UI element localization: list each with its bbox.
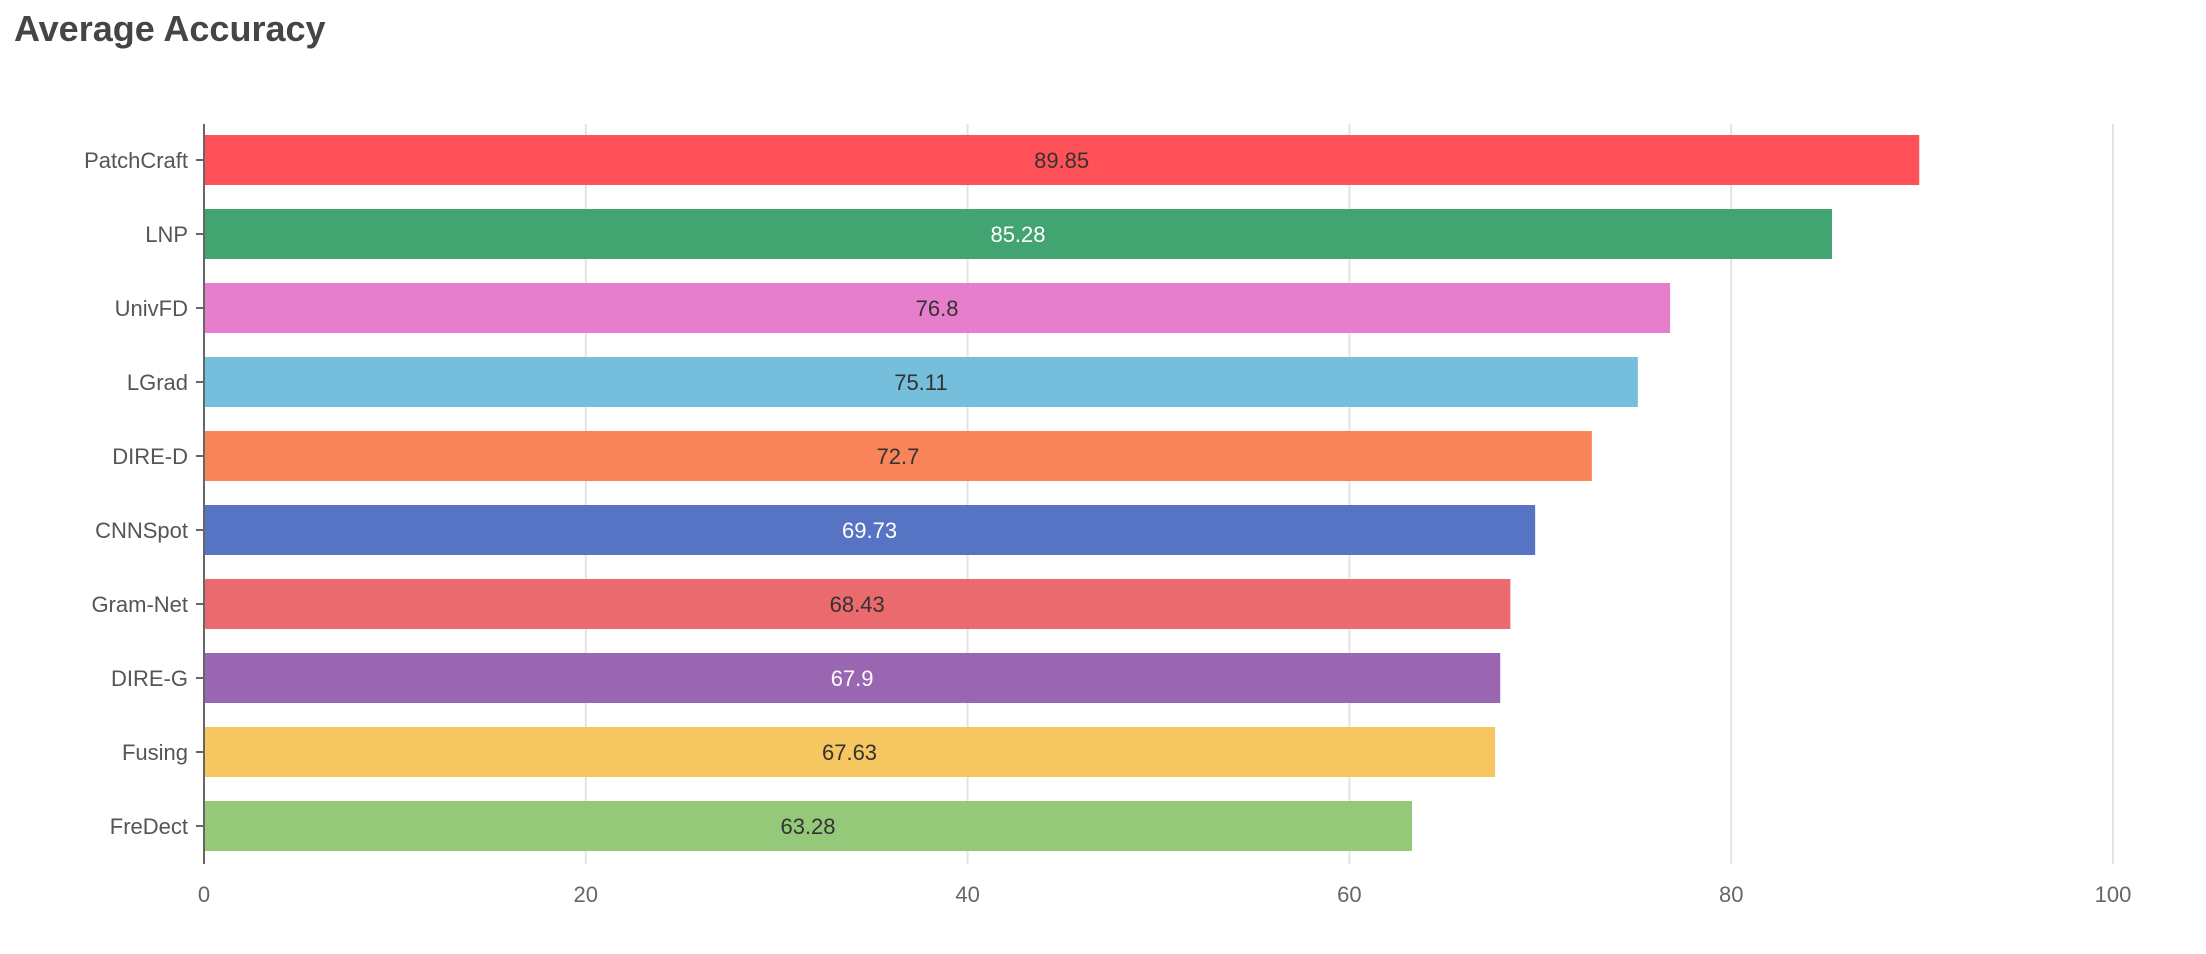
category-label: DIRE-D [112, 444, 188, 469]
category-label: FreDect [110, 814, 188, 839]
bar [204, 505, 1536, 555]
category-label: DIRE-G [111, 666, 188, 691]
category-label: PatchCraft [84, 148, 188, 173]
data-label: 72.7 [877, 444, 920, 469]
x-tick-label: 40 [955, 882, 979, 907]
data-label: 75.11 [894, 370, 947, 395]
category-label: LNP [145, 222, 188, 247]
data-label: 76.8 [916, 296, 959, 321]
x-tick-label: 80 [1719, 882, 1743, 907]
category-label: CNNSpot [95, 518, 188, 543]
bar [204, 209, 1832, 259]
bar [204, 653, 1501, 703]
bar [204, 431, 1592, 481]
category-label: UnivFD [115, 296, 188, 321]
bar [204, 283, 1671, 333]
bars [204, 135, 1920, 851]
bar [204, 727, 1496, 777]
x-axis: 0 20 40 60 80 100 [198, 882, 2131, 907]
x-tick-label: 0 [198, 882, 210, 907]
category-label: Fusing [122, 740, 188, 765]
data-labels: 89.85 85.28 76.8 75.11 72.7 69.73 68.43 67.9 67.… [780, 148, 1089, 839]
y-axis: PatchCraft LNP UnivFD LGrad DIRE-D CNNSpot Gra… [84, 124, 205, 864]
data-label: 85.28 [990, 222, 1045, 247]
data-label: 67.9 [831, 666, 874, 691]
x-tick-label: 60 [1337, 882, 1361, 907]
category-label: LGrad [127, 370, 188, 395]
data-label: 69.73 [842, 518, 897, 543]
bar [204, 135, 1920, 185]
x-tick-label: 100 [2095, 882, 2132, 907]
data-label: 68.43 [830, 592, 885, 617]
data-label: 63.28 [780, 814, 835, 839]
chart-title: Average Accuracy [14, 8, 326, 49]
data-label: 89.85 [1034, 148, 1089, 173]
bar [204, 357, 1638, 407]
x-tick-label: 20 [574, 882, 598, 907]
bar [204, 801, 1413, 851]
data-label: 67.63 [822, 740, 877, 765]
bar [204, 579, 1511, 629]
category-label: Gram-Net [91, 592, 188, 617]
